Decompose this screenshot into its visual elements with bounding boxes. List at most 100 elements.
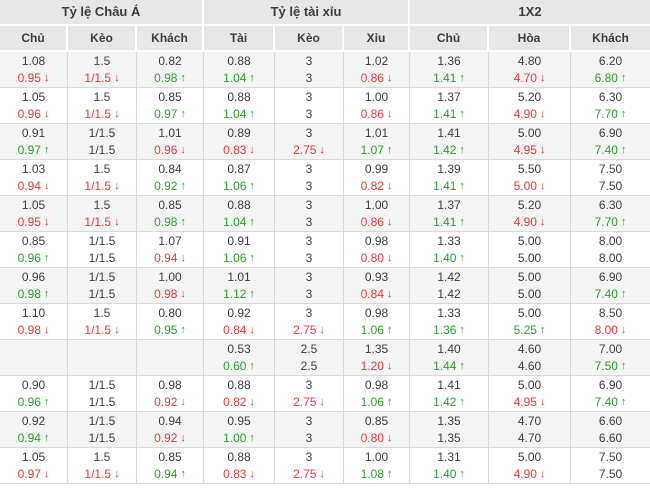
odds-cell: 0.85 0.97 ↑ xyxy=(137,88,204,123)
odds-cell: 1.31 1.40 ↑ xyxy=(410,448,489,483)
odds-open-value: 0.85 xyxy=(21,233,46,248)
odds-cell: 1.5 1/1.5 ↓ xyxy=(68,196,137,231)
odds-cell: 0.87 1.06 ↑ xyxy=(204,160,275,195)
odds-open-value: 1.33 xyxy=(437,233,461,248)
odds-cell: 3 2.75 ↓ xyxy=(275,304,344,339)
odds-open-value: 0.85 xyxy=(158,89,182,104)
odds-cell: 5.20 4.90 ↓ xyxy=(489,88,571,123)
odds-live-value: 4.90 ↓ xyxy=(513,214,546,229)
odds-live-value: 1.41 ↑ xyxy=(433,178,465,193)
col-header-1x2-home: Chủ xyxy=(410,26,489,50)
odds-cell: 0.92 0.84 ↓ xyxy=(204,304,275,339)
odds-live-value: 0.82 ↓ xyxy=(223,394,255,409)
table-row: 1.08 0.95 ↓ 1.5 1/1.5 ↓ 0.82 0.98 ↑ 0.88 1.04 ↑ 3 3 1.… xyxy=(0,52,650,88)
up-arrow-icon: ↑ xyxy=(459,71,465,84)
odds-live-value: 0.84 ↓ xyxy=(223,322,255,337)
odds-open-value xyxy=(0,341,67,358)
odds-open-value: 1.5 xyxy=(93,161,111,176)
odds-open-value: 1.40 xyxy=(437,341,461,356)
odds-open-value: 4.80 xyxy=(517,53,542,68)
up-arrow-icon: ↑ xyxy=(43,395,50,408)
odds-cell: 1.35 1.20 ↓ xyxy=(344,340,410,375)
odds-cell: 1.01 1.12 ↑ xyxy=(204,268,275,303)
down-arrow-icon: ↓ xyxy=(319,395,325,408)
down-arrow-icon: ↓ xyxy=(43,71,50,84)
odds-live-value: 1.41 ↑ xyxy=(433,214,465,229)
down-arrow-icon: ↓ xyxy=(539,71,546,84)
group-header-asian-handicap: Tỷ lệ Châu Á xyxy=(0,0,204,24)
up-arrow-icon: ↑ xyxy=(180,323,186,336)
odds-cell: 6.60 6.60 xyxy=(571,412,650,447)
odds-open-value: 3 xyxy=(305,377,313,392)
odds-live-value: 1.42 ↑ xyxy=(433,142,465,157)
table-row: 0.91 0.97 ↑ 1/1.5 1/1.5 1.01 0.96 ↓ 0.89 0.83 ↓ 3 2.… xyxy=(0,124,650,160)
odds-open-value: 0.91 xyxy=(227,233,251,248)
odds-cell: 0.93 0.84 ↓ xyxy=(344,268,410,303)
odds-cell: 2.5 2.5 xyxy=(275,340,344,375)
down-arrow-icon: ↓ xyxy=(386,107,393,120)
odds-open-value: 1.05 xyxy=(21,449,46,464)
down-arrow-icon: ↓ xyxy=(539,107,546,120)
odds-cell: 0.88 0.83 ↓ xyxy=(204,448,275,483)
up-arrow-icon: ↑ xyxy=(620,143,627,156)
odds-open-value: 5.00 xyxy=(517,125,542,140)
odds-live-value xyxy=(68,358,136,375)
odds-open-value: 0.94 xyxy=(158,413,182,428)
down-arrow-icon: ↓ xyxy=(620,323,627,336)
odds-cell: 5.00 4.95 ↓ xyxy=(489,376,571,411)
down-arrow-icon: ↓ xyxy=(114,323,120,336)
odds-live-value: 1.06 ↑ xyxy=(223,178,255,193)
odds-open-value: 4.70 xyxy=(517,413,542,428)
odds-open-value: 2.5 xyxy=(300,341,318,356)
odds-cell: 5.00 4.90 ↓ xyxy=(489,448,571,483)
up-arrow-icon: ↑ xyxy=(249,431,255,444)
odds-open-value: 7.50 xyxy=(598,161,623,176)
up-arrow-icon: ↑ xyxy=(459,215,465,228)
down-arrow-icon: ↓ xyxy=(539,179,546,192)
odds-live-value: 1.20 ↓ xyxy=(360,358,393,373)
odds-cell: 4.70 4.70 xyxy=(489,412,571,447)
down-arrow-icon: ↓ xyxy=(180,287,186,300)
odds-cell: 1.5 1/1.5 ↓ xyxy=(68,88,137,123)
odds-open-value: 0.85 xyxy=(158,449,182,464)
odds-live-value xyxy=(0,358,67,375)
up-arrow-icon: ↑ xyxy=(43,431,50,444)
odds-live-value: 1/1.5 xyxy=(88,394,116,409)
up-arrow-icon: ↑ xyxy=(249,71,255,84)
odds-cell: 1.39 1.41 ↑ xyxy=(410,160,489,195)
table-row: 0.92 0.94 ↑ 1/1.5 1/1.5 0.94 0.92 ↓ 0.95 1.00 ↑ 3 3 0… xyxy=(0,412,650,448)
odds-live-value: 5.25 ↑ xyxy=(513,322,546,337)
odds-cell: 0.85 0.80 ↓ xyxy=(344,412,410,447)
col-header-ah-away: Khách xyxy=(137,26,204,50)
up-arrow-icon: ↑ xyxy=(249,287,255,300)
odds-cell: 1.42 1.42 xyxy=(410,268,489,303)
odds-cell: 1.41 1.42 ↑ xyxy=(410,124,489,159)
odds-open-value: 7.50 xyxy=(598,449,623,464)
up-arrow-icon: ↑ xyxy=(43,143,50,156)
odds-cell: 1.41 1.42 ↑ xyxy=(410,376,489,411)
down-arrow-icon: ↓ xyxy=(43,467,50,480)
down-arrow-icon: ↓ xyxy=(539,143,546,156)
odds-open-value: 1.03 xyxy=(21,161,46,176)
odds-open-value: 3 xyxy=(305,89,313,104)
odds-live-value: 0.80 ↓ xyxy=(360,250,393,265)
odds-cell: 0.96 0.98 ↑ xyxy=(0,268,68,303)
odds-cell: 1.05 0.97 ↓ xyxy=(0,448,68,483)
odds-open-value: 0.82 xyxy=(158,53,182,68)
odds-open-value: 6.90 xyxy=(598,377,623,392)
table-row: 1.05 0.96 ↓ 1.5 1/1.5 ↓ 0.85 0.97 ↑ 0.88 1.04 ↑ 3 3 1.… xyxy=(0,88,650,124)
odds-open-value: 6.30 xyxy=(598,89,623,104)
odds-open-value: 0.99 xyxy=(364,161,389,176)
odds-cell: 7.50 7.50 xyxy=(571,448,650,483)
odds-live-value: 0.94 ↑ xyxy=(154,466,186,481)
odds-live-value: 0.83 ↓ xyxy=(223,466,255,481)
odds-open-value: 5.00 xyxy=(517,233,542,248)
odds-open-value: 1.00 xyxy=(364,197,389,212)
odds-live-value: 1.08 ↑ xyxy=(360,466,393,481)
odds-open-value: 1.00 xyxy=(364,89,389,104)
table-row: 0.53 0.60 ↑ 2.5 2.5 1.35 1.20 ↓ 1.40 1.44 ↑ 4.60 4.6… xyxy=(0,340,650,376)
odds-open-value: 1.37 xyxy=(437,197,461,212)
odds-open-value: 1.00 xyxy=(364,449,389,464)
down-arrow-icon: ↓ xyxy=(43,215,50,228)
odds-live-value: 7.40 ↑ xyxy=(594,394,627,409)
